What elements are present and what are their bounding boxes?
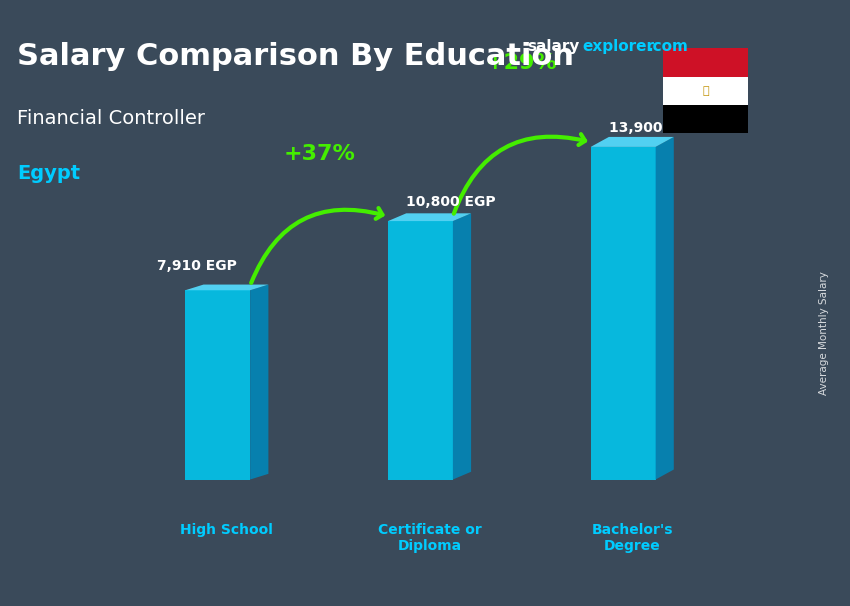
Text: +37%: +37% — [283, 144, 355, 164]
Polygon shape — [388, 221, 453, 479]
Text: 🦅: 🦅 — [702, 86, 709, 96]
Text: 13,900 EGP: 13,900 EGP — [609, 121, 699, 135]
Polygon shape — [388, 213, 471, 221]
Text: explorer: explorer — [582, 39, 654, 55]
Text: .com: .com — [648, 39, 689, 55]
Text: Salary Comparison By Education: Salary Comparison By Education — [17, 42, 574, 72]
Text: salary: salary — [527, 39, 580, 55]
Polygon shape — [591, 137, 674, 147]
Bar — [663, 105, 748, 133]
Text: Financial Controller: Financial Controller — [17, 109, 205, 128]
Text: 10,800 EGP: 10,800 EGP — [406, 195, 496, 209]
Polygon shape — [185, 285, 269, 290]
Text: Average Monthly Salary: Average Monthly Salary — [819, 271, 829, 395]
Text: Certificate or
Diploma: Certificate or Diploma — [377, 522, 481, 553]
Bar — [663, 48, 748, 77]
Polygon shape — [453, 213, 471, 479]
Polygon shape — [185, 290, 250, 479]
Text: Bachelor's
Degree: Bachelor's Degree — [592, 522, 673, 553]
Polygon shape — [591, 147, 655, 479]
Text: Egypt: Egypt — [17, 164, 80, 182]
Polygon shape — [250, 285, 269, 479]
Text: +29%: +29% — [486, 53, 558, 73]
Text: High School: High School — [180, 522, 274, 536]
Text: 7,910 EGP: 7,910 EGP — [157, 259, 237, 273]
Polygon shape — [655, 137, 674, 479]
Bar — [663, 77, 748, 105]
